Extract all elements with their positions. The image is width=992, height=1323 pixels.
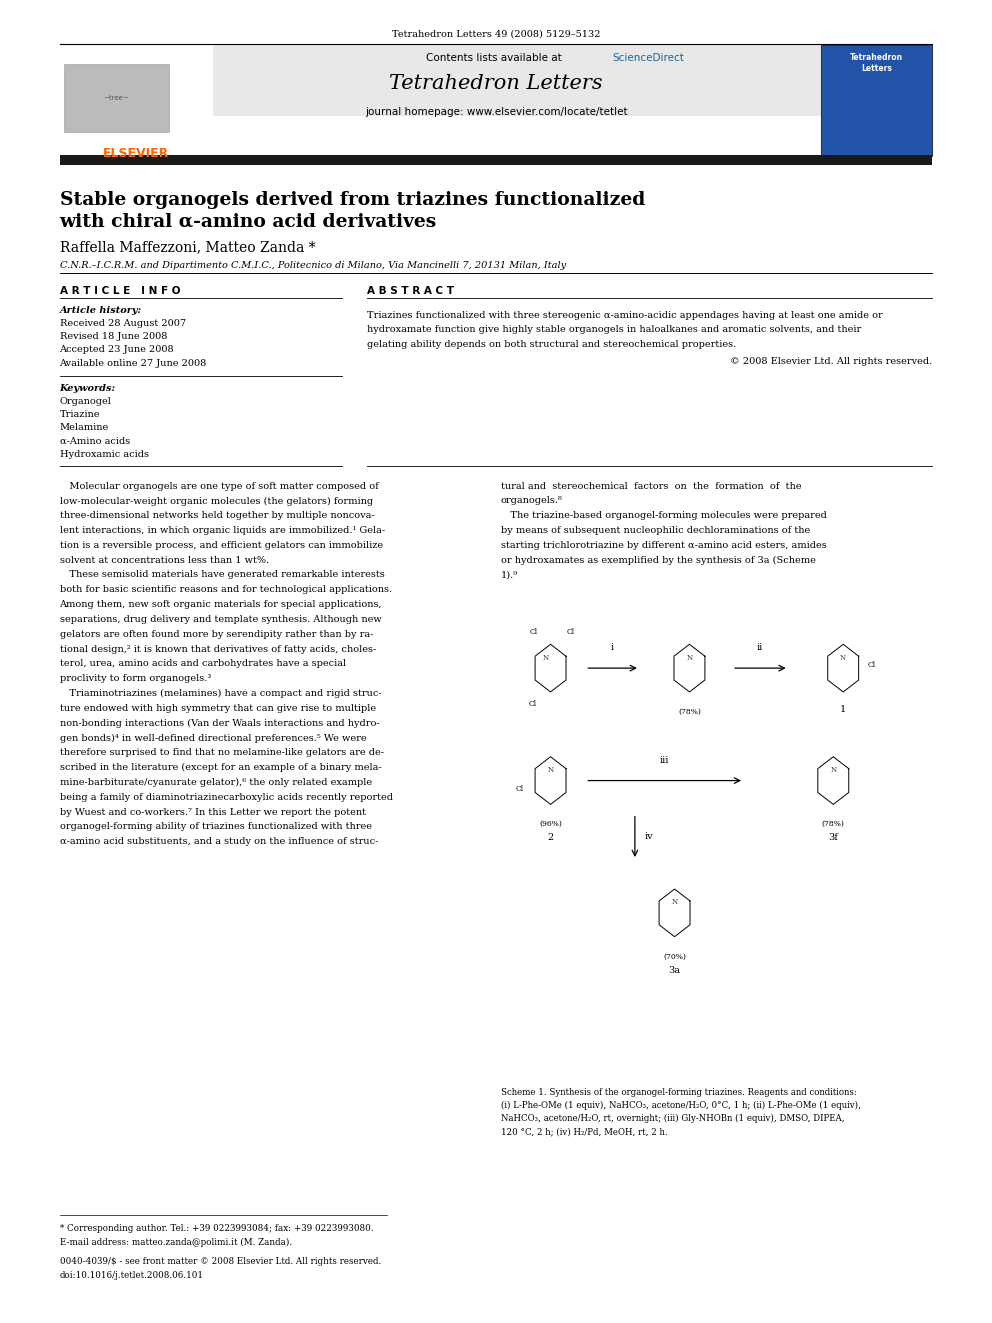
Text: 3f: 3f bbox=[828, 833, 838, 843]
Text: (i) L-Phe-OMe (1 equiv), NaHCO₃, acetone/H₂O, 0°C, 1 h; (ii) L-Phe-OMe (1 equiv): (i) L-Phe-OMe (1 equiv), NaHCO₃, acetone… bbox=[501, 1101, 861, 1110]
Text: low-molecular-weight organic molecules (the gelators) forming: low-molecular-weight organic molecules (… bbox=[60, 496, 373, 505]
Text: A B S T R A C T: A B S T R A C T bbox=[367, 286, 454, 296]
Text: Stable organogels derived from triazines functionalized: Stable organogels derived from triazines… bbox=[60, 191, 645, 209]
Text: These semisolid materials have generated remarkable interests: These semisolid materials have generated… bbox=[60, 570, 384, 579]
FancyBboxPatch shape bbox=[821, 45, 932, 156]
Text: Among them, new soft organic materials for special applications,: Among them, new soft organic materials f… bbox=[60, 601, 382, 609]
Text: C.N.R.–I.C.R.M. and Dipartimento C.M.I.C., Politecnico di Milano, Via Mancinelli: C.N.R.–I.C.R.M. and Dipartimento C.M.I.C… bbox=[60, 261, 565, 270]
Text: Tetrahedron Letters: Tetrahedron Letters bbox=[389, 74, 603, 93]
FancyBboxPatch shape bbox=[64, 64, 169, 132]
Text: separations, drug delivery and template synthesis. Although new: separations, drug delivery and template … bbox=[60, 615, 381, 624]
Text: Triaminotriazines (melamines) have a compact and rigid struc-: Triaminotriazines (melamines) have a com… bbox=[60, 689, 381, 699]
Text: Hydroxamic acids: Hydroxamic acids bbox=[60, 450, 149, 459]
Text: 1: 1 bbox=[840, 705, 846, 714]
Text: iv: iv bbox=[645, 832, 654, 841]
Text: N: N bbox=[686, 654, 692, 662]
Text: 1).⁹: 1).⁹ bbox=[501, 570, 518, 579]
Text: gen bonds)⁴ in well-defined directional preferences.⁵ We were: gen bonds)⁴ in well-defined directional … bbox=[60, 733, 366, 742]
Text: terol, urea, amino acids and carbohydrates have a special: terol, urea, amino acids and carbohydrat… bbox=[60, 659, 345, 668]
Text: being a family of diaminotriazinecarboxylic acids recently reported: being a family of diaminotriazinecarboxy… bbox=[60, 792, 393, 802]
Text: tional design,² it is known that derivatives of fatty acids, choles-: tional design,² it is known that derivat… bbox=[60, 644, 376, 654]
Text: Tetrahedron Letters 49 (2008) 5129–5132: Tetrahedron Letters 49 (2008) 5129–5132 bbox=[392, 29, 600, 38]
Text: Received 28 August 2007: Received 28 August 2007 bbox=[60, 319, 186, 328]
Text: 3a: 3a bbox=[669, 966, 681, 975]
Text: by Wuest and co-workers.⁷ In this Letter we report the potent: by Wuest and co-workers.⁷ In this Letter… bbox=[60, 807, 365, 816]
Text: by means of subsequent nucleophilic dechloraminations of the: by means of subsequent nucleophilic dech… bbox=[501, 527, 810, 534]
Text: Raffella Maffezzoni, Matteo Zanda *: Raffella Maffezzoni, Matteo Zanda * bbox=[60, 241, 315, 255]
Text: N: N bbox=[672, 898, 678, 906]
Text: Molecular organogels are one type of soft matter composed of: Molecular organogels are one type of sof… bbox=[60, 482, 378, 491]
Text: journal homepage: www.elsevier.com/locate/tetlet: journal homepage: www.elsevier.com/locat… bbox=[365, 107, 627, 118]
Text: N: N bbox=[548, 766, 554, 774]
Text: (78%): (78%) bbox=[678, 708, 701, 716]
Text: Contents lists available at: Contents lists available at bbox=[427, 53, 565, 64]
Text: with chiral α-amino acid derivatives: with chiral α-amino acid derivatives bbox=[60, 213, 436, 232]
Text: lent interactions, in which organic liquids are immobilized.¹ Gela-: lent interactions, in which organic liqu… bbox=[60, 527, 385, 534]
Text: * Corresponding author. Tel.: +39 0223993084; fax: +39 0223993080.: * Corresponding author. Tel.: +39 022399… bbox=[60, 1224, 373, 1233]
FancyBboxPatch shape bbox=[60, 45, 213, 156]
Text: Cl: Cl bbox=[516, 785, 524, 792]
Text: solvent at concentrations less than 1 wt%.: solvent at concentrations less than 1 wt… bbox=[60, 556, 269, 565]
Text: gelating ability depends on both structural and stereochemical properties.: gelating ability depends on both structu… bbox=[367, 340, 736, 349]
Text: organogels.⁸: organogels.⁸ bbox=[501, 496, 562, 505]
Text: Organogel: Organogel bbox=[60, 397, 111, 406]
Text: Melamine: Melamine bbox=[60, 423, 109, 433]
Text: tural and  stereochemical  factors  on  the  formation  of  the: tural and stereochemical factors on the … bbox=[501, 482, 802, 491]
Text: scribed in the literature (except for an example of a binary mela-: scribed in the literature (except for an… bbox=[60, 763, 381, 773]
Bar bbox=[60, 155, 932, 165]
Text: organogel-forming ability of triazines functionalized with three: organogel-forming ability of triazines f… bbox=[60, 823, 372, 831]
Text: three-dimensional networks held together by multiple noncova-: three-dimensional networks held together… bbox=[60, 511, 374, 520]
Text: N: N bbox=[543, 654, 549, 662]
Text: doi:10.1016/j.tetlet.2008.06.101: doi:10.1016/j.tetlet.2008.06.101 bbox=[60, 1271, 203, 1281]
Text: Revised 18 June 2008: Revised 18 June 2008 bbox=[60, 332, 167, 341]
Text: Accepted 23 June 2008: Accepted 23 June 2008 bbox=[60, 345, 175, 355]
Text: NaHCO₃, acetone/H₂O, rt, overnight; (iii) Gly-NHOBn (1 equiv), DMSO, DIPEA,: NaHCO₃, acetone/H₂O, rt, overnight; (iii… bbox=[501, 1114, 844, 1123]
Text: Keywords:: Keywords: bbox=[60, 384, 116, 393]
Text: Tetrahedron
Letters: Tetrahedron Letters bbox=[850, 53, 904, 73]
Text: 120 °C, 2 h; (iv) H₂/Pd, MeOH, rt, 2 h.: 120 °C, 2 h; (iv) H₂/Pd, MeOH, rt, 2 h. bbox=[501, 1127, 668, 1136]
Text: Scheme 1. Synthesis of the organogel-forming triazines. Reagents and conditions:: Scheme 1. Synthesis of the organogel-for… bbox=[501, 1088, 857, 1097]
Text: ~tree~: ~tree~ bbox=[103, 95, 129, 101]
Text: ScienceDirect: ScienceDirect bbox=[612, 53, 683, 64]
Text: N: N bbox=[830, 766, 836, 774]
Text: (96%): (96%) bbox=[539, 820, 562, 828]
Text: Cl: Cl bbox=[529, 700, 537, 708]
Text: Cl: Cl bbox=[530, 628, 538, 636]
Text: gelators are often found more by serendipity rather than by ra-: gelators are often found more by serendi… bbox=[60, 630, 373, 639]
Text: ii: ii bbox=[757, 643, 763, 652]
Text: mine-barbiturate/cyanurate gelator),⁶ the only related example: mine-barbiturate/cyanurate gelator),⁶ th… bbox=[60, 778, 372, 787]
Text: both for basic scientific reasons and for technological applications.: both for basic scientific reasons and fo… bbox=[60, 585, 392, 594]
FancyBboxPatch shape bbox=[60, 45, 932, 116]
Text: α-Amino acids: α-Amino acids bbox=[60, 437, 130, 446]
Text: therefore surprised to find that no melamine-like gelators are de-: therefore surprised to find that no mela… bbox=[60, 749, 384, 757]
Text: Triazines functionalized with three stereogenic α-amino-acidic appendages having: Triazines functionalized with three ster… bbox=[367, 311, 883, 320]
Text: ture endowed with high symmetry that can give rise to multiple: ture endowed with high symmetry that can… bbox=[60, 704, 376, 713]
Text: E-mail address: matteo.zanda@polimi.it (M. Zanda).: E-mail address: matteo.zanda@polimi.it (… bbox=[60, 1238, 292, 1248]
Text: starting trichlorotriazine by different α-amino acid esters, amides: starting trichlorotriazine by different … bbox=[501, 541, 826, 550]
Text: (78%): (78%) bbox=[821, 820, 845, 828]
Text: 0040-4039/$ - see front matter © 2008 Elsevier Ltd. All rights reserved.: 0040-4039/$ - see front matter © 2008 El… bbox=[60, 1257, 381, 1266]
Text: proclivity to form organogels.³: proclivity to form organogels.³ bbox=[60, 675, 210, 683]
Text: A R T I C L E   I N F O: A R T I C L E I N F O bbox=[60, 286, 180, 296]
Text: or hydroxamates as exemplified by the synthesis of 3a (Scheme: or hydroxamates as exemplified by the sy… bbox=[501, 556, 815, 565]
Text: tion is a reversible process, and efficient gelators can immobilize: tion is a reversible process, and effici… bbox=[60, 541, 383, 550]
Text: Cl: Cl bbox=[566, 628, 574, 636]
Text: α-amino acid substituents, and a study on the influence of struc-: α-amino acid substituents, and a study o… bbox=[60, 837, 378, 847]
Text: Triazine: Triazine bbox=[60, 410, 100, 419]
Text: ELSEVIER: ELSEVIER bbox=[103, 147, 169, 160]
Text: non-bonding interactions (Van der Waals interactions and hydro-: non-bonding interactions (Van der Waals … bbox=[60, 718, 379, 728]
Text: Available online 27 June 2008: Available online 27 June 2008 bbox=[60, 359, 206, 368]
Text: hydroxamate function give highly stable organogels in haloalkanes and aromatic s: hydroxamate function give highly stable … bbox=[367, 325, 861, 335]
Text: iii: iii bbox=[660, 755, 670, 765]
Text: N: N bbox=[840, 654, 846, 662]
Text: Cl: Cl bbox=[868, 662, 876, 669]
Text: 2: 2 bbox=[548, 833, 554, 843]
Text: (70%): (70%) bbox=[663, 953, 686, 960]
Text: © 2008 Elsevier Ltd. All rights reserved.: © 2008 Elsevier Ltd. All rights reserved… bbox=[730, 357, 932, 366]
Text: i: i bbox=[610, 643, 614, 652]
Text: Article history:: Article history: bbox=[60, 306, 142, 315]
Text: The triazine-based organogel-forming molecules were prepared: The triazine-based organogel-forming mol… bbox=[501, 511, 827, 520]
